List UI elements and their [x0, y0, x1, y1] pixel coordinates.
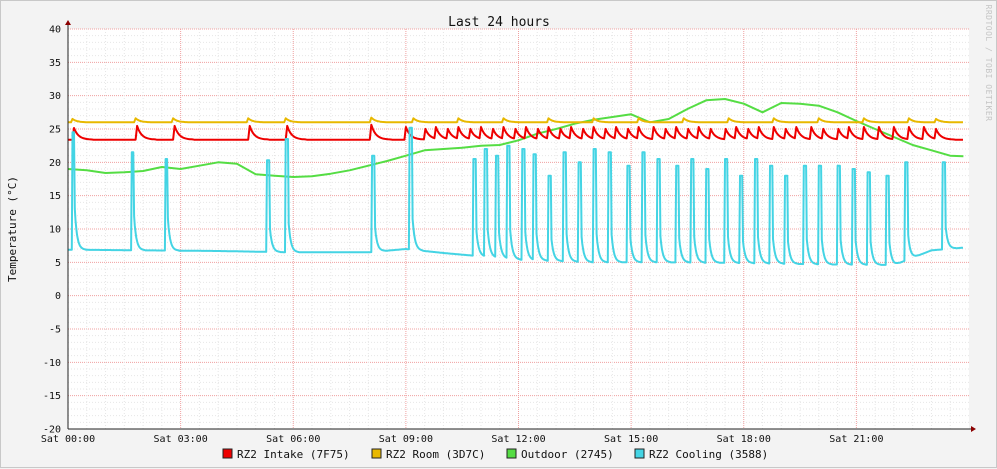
series-line-cooling — [67, 126, 964, 266]
y-tick-label: -5 — [49, 325, 61, 336]
y-axis-label: Temperature (°C) — [6, 176, 19, 282]
y-tick-label: -10 — [43, 358, 61, 369]
legend-label: Outdoor (2745) — [521, 448, 614, 461]
y-tick-label: 20 — [49, 158, 61, 169]
x-tick-label: Sat 18:00 — [717, 434, 771, 445]
legend: RZ2 Intake (7F75) RZ2 Room (3D7C) Outdoor … — [222, 448, 768, 461]
x-tick-label: Sat 21:00 — [829, 434, 883, 445]
legend-swatch — [634, 448, 645, 459]
y-tick-label: 10 — [49, 225, 61, 236]
x-tick-label: Sat 15:00 — [604, 434, 658, 445]
y-tick-label: -15 — [43, 391, 61, 402]
y-tick-label: 25 — [49, 125, 61, 136]
series-line-room — [68, 116, 963, 124]
legend-swatch — [222, 448, 233, 459]
y-tick-label: 0 — [55, 291, 61, 302]
x-tick-label: Sat 09:00 — [379, 434, 433, 445]
y-tick-labels: -20 -15 -10 -5 0 5 10 15 20 25 30 35 40 — [43, 25, 61, 436]
axes — [65, 20, 976, 432]
legend-swatch — [506, 448, 517, 459]
y-tick-label: 40 — [49, 25, 61, 36]
series-line-outdoor — [67, 98, 964, 178]
legend-label: RZ2 Cooling (3588) — [649, 448, 768, 461]
chart-title: Last 24 hours — [448, 15, 550, 30]
series-line-intake — [68, 123, 963, 141]
series-lines — [67, 98, 964, 266]
x-tick-label: Sat 12:00 — [491, 434, 545, 445]
y-tick-label: 35 — [49, 58, 61, 69]
x-tick-label: Sat 03:00 — [154, 434, 208, 445]
y-axis-arrow-icon — [65, 20, 71, 25]
x-tick-label: Sat 00:00 — [41, 434, 95, 445]
legend-label: RZ2 Room (3D7C) — [386, 448, 485, 461]
y-tick-label: 30 — [49, 91, 61, 102]
y-tick-label: 5 — [55, 258, 61, 269]
watermark: RRDTOOL / TOBI OETIKER — [984, 5, 993, 122]
legend-swatch — [371, 448, 382, 459]
x-axis-arrow-icon — [971, 426, 976, 432]
legend-label: RZ2 Intake (7F75) — [237, 448, 350, 461]
y-tick-label: 15 — [49, 191, 61, 202]
y-tick-label: -20 — [43, 425, 61, 436]
x-tick-label: Sat 06:00 — [266, 434, 320, 445]
x-tick-labels: Sat 00:00 Sat 03:00 Sat 06:00 Sat 09:00 Sat … — [41, 434, 884, 445]
